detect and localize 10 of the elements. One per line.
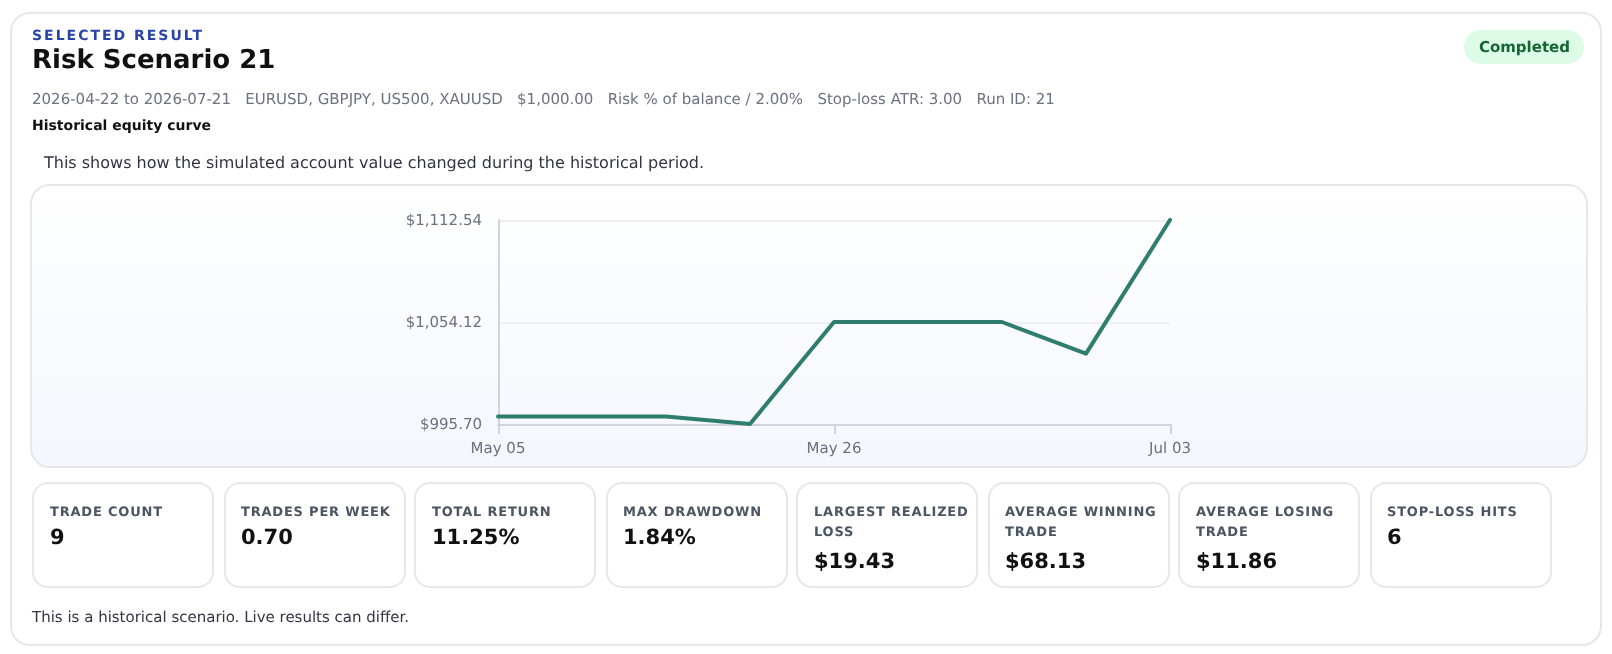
text: This shows how the simulated account value changed during the historical period. bbox=[44, 154, 705, 172]
text: 1.84% bbox=[623, 526, 696, 550]
text: $19.43 bbox=[814, 550, 896, 574]
text: $11.86 bbox=[1196, 550, 1278, 574]
text: 9 bbox=[50, 526, 65, 550]
text: 11.25% bbox=[432, 526, 520, 550]
text: Risk Scenario 21 bbox=[32, 46, 276, 76]
text: $68.13 bbox=[1005, 550, 1087, 574]
text: 6 bbox=[1387, 526, 1402, 550]
text: 0.70 bbox=[241, 526, 293, 550]
